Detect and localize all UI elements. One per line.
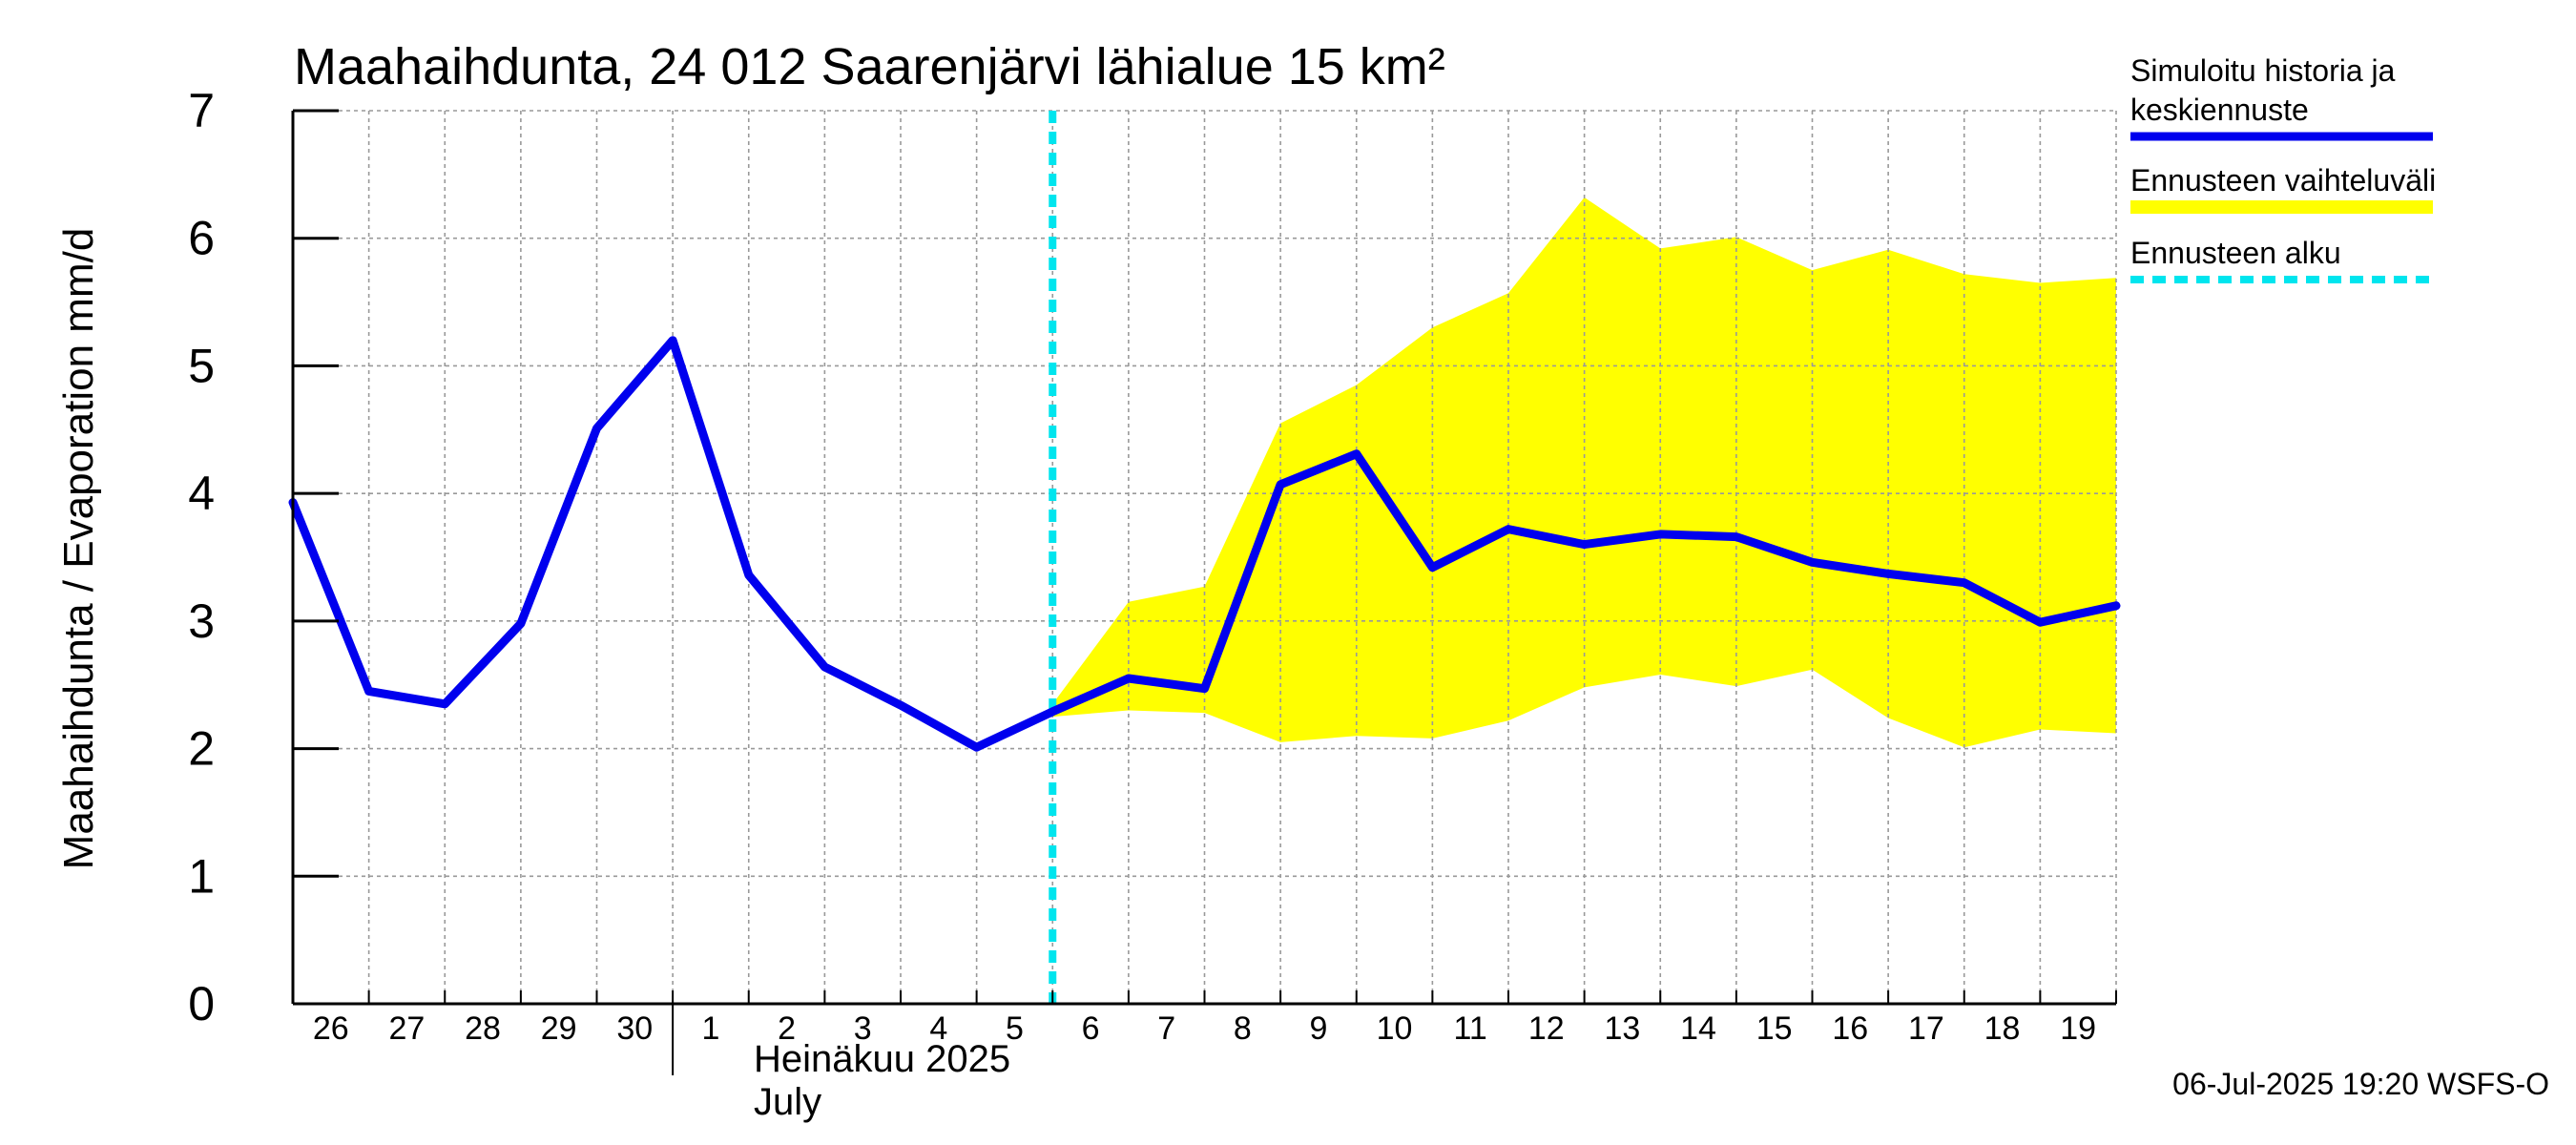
y-tick-label: 2 — [188, 722, 215, 776]
x-tick-label: 18 — [1984, 1010, 2021, 1047]
x-tick-label: 29 — [541, 1010, 577, 1047]
y-tick-label: 4 — [188, 467, 215, 520]
x-tick-label: 14 — [1680, 1010, 1716, 1047]
x-tick-label: 10 — [1377, 1010, 1413, 1047]
series-line-mean — [288, 336, 2121, 752]
x-tick-label: 16 — [1832, 1010, 1868, 1047]
y-axis-label: Maahaihdunta / Evaporation mm/d — [55, 228, 102, 870]
x-tick-label: 17 — [1908, 1010, 1944, 1047]
x-tick-label: 11 — [1454, 1010, 1487, 1047]
grid — [293, 110, 2117, 1004]
footer-timestamp: 06-Jul-2025 19:20 WSFS-O — [2172, 1067, 2549, 1101]
y-tick-label: 5 — [188, 339, 215, 392]
month-label-fi: Heinäkuu 2025 — [754, 1038, 1010, 1080]
x-tick-label: 19 — [2060, 1010, 2096, 1047]
x-tick-label: 13 — [1605, 1010, 1641, 1047]
mean-line — [288, 336, 2121, 752]
legend-label-mean-line2: keskiennuste — [2130, 93, 2309, 127]
x-tick-label: 12 — [1528, 1010, 1565, 1047]
x-tick-label: 3 — [854, 1010, 872, 1047]
x-ticks: 26 27 28 29 30 1 2 3 4 5 6 7 8 9 10 11 12 13 14 15 16 17 18 19 — [313, 990, 2117, 1075]
y-tick-label: 0 — [188, 977, 215, 1030]
x-tick-label: 4 — [929, 1010, 947, 1047]
x-tick-label: 28 — [465, 1010, 501, 1047]
month-label-en: July — [754, 1081, 821, 1123]
legend-label-mean-line1: Simuloitu historia ja — [2130, 53, 2396, 88]
legend-label-forecast-start: Ennusteen alku — [2130, 236, 2341, 270]
chart-title: Maahaihdunta, 24 012 Saarenjärvi lähialu… — [294, 38, 1445, 95]
x-tick-label: 26 — [313, 1010, 349, 1047]
x-tick-label: 30 — [616, 1010, 653, 1047]
x-tick-label: 27 — [389, 1010, 426, 1047]
x-tick-label: 7 — [1157, 1010, 1175, 1047]
legend: Simuloitu historia ja keskiennuste Ennus… — [2130, 53, 2436, 283]
y-tick-label: 6 — [188, 212, 215, 265]
x-tick-label: 2 — [778, 1010, 796, 1047]
y-tick-label: 1 — [188, 849, 215, 903]
x-tick-label: 8 — [1234, 1010, 1252, 1047]
y-tick-label: 3 — [188, 594, 215, 648]
x-tick-label: 5 — [1006, 1010, 1024, 1047]
legend-label-range: Ennusteen vaihteluväli — [2130, 163, 2436, 198]
y-tick-label: 7 — [188, 84, 215, 137]
x-tick-label: 6 — [1082, 1010, 1100, 1047]
x-tick-label: 1 — [701, 1010, 719, 1047]
x-tick-label: 9 — [1309, 1010, 1327, 1047]
y-ticks: 0 1 2 3 4 5 6 7 — [188, 84, 339, 1030]
x-tick-label: 15 — [1756, 1010, 1793, 1047]
